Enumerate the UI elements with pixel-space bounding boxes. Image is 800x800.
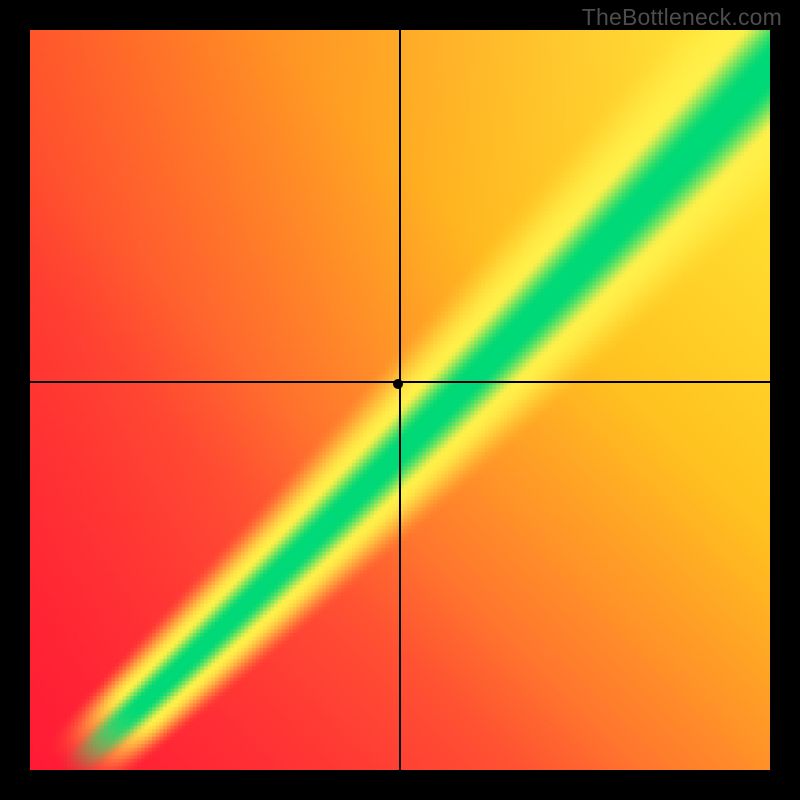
crosshair-marker-dot — [393, 379, 403, 389]
heatmap-plot — [30, 30, 770, 770]
watermark-text: TheBottleneck.com — [582, 4, 782, 31]
chart-frame: TheBottleneck.com — [0, 0, 800, 800]
crosshair-vertical — [399, 30, 401, 770]
